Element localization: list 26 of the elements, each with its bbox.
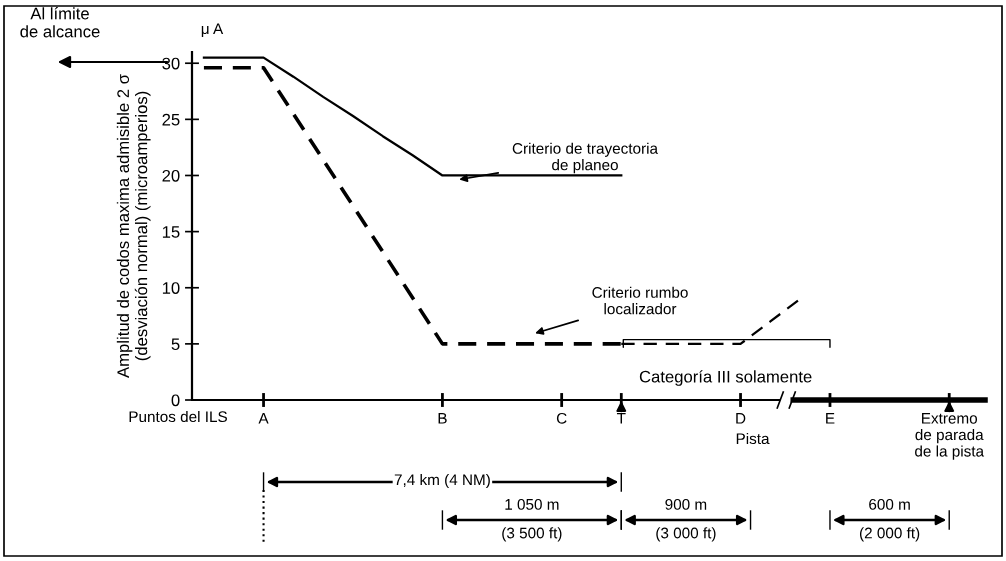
x-tick-label: T [616, 413, 626, 424]
y-tick-label: 0 [171, 394, 180, 407]
annotation: Criterio de trayectoria de planeo [512, 142, 659, 174]
y-tick-label: 5 [171, 338, 180, 351]
x-tick-label: D [736, 413, 746, 424]
text: 900 m (3 000 ft) [656, 498, 716, 542]
text: 7,4 km (4 NM) [394, 473, 490, 489]
text: 1 050 m (3 500 ft) [502, 498, 562, 542]
y-tick-label: 25 [162, 113, 180, 126]
x-tick-label: A [258, 413, 269, 424]
text: Puntos del ILS [129, 410, 227, 423]
x-tick-label: E [826, 413, 835, 424]
x-tick-label: Extremo de parada de la pista [915, 413, 985, 460]
y-tick-label: 20 [162, 169, 180, 182]
x-tick-label: B [438, 413, 447, 424]
y-tick-label: 15 [162, 226, 180, 238]
x-tick-label: C [556, 412, 567, 424]
y-axis-title: Amplitud de codos maxima admisible 2 σ (desviación normal) (microamperios) [116, 74, 151, 378]
text: Pista [736, 432, 770, 445]
y-tick-label: 10 [162, 282, 180, 294]
text: 600 m (2 000 ft) [859, 498, 920, 542]
annotation: Criterio rumbo localizador [592, 286, 688, 315]
annotation: Categoría III solamente [639, 370, 812, 386]
text: μ A [201, 23, 224, 37]
y-tick-label: 30 [162, 57, 180, 70]
text: Al límite de alcance [20, 7, 100, 38]
